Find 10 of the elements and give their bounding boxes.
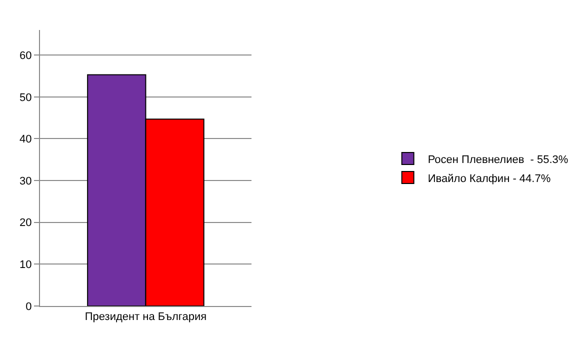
y-tick-label: 30: [20, 175, 32, 188]
y-tick-label: 0: [26, 300, 32, 313]
x-tick-label: Президент на България: [84, 311, 207, 324]
legend-label: Ивайло Калфин - 44.7%: [428, 172, 551, 185]
y-tick-label: 60: [20, 50, 32, 62]
y-tick-label: 40: [20, 134, 32, 146]
y-tick-label: 50: [20, 92, 32, 104]
legend-label: Росен Плевнелиев - 55.3%: [428, 154, 568, 166]
y-tick-label: 10: [20, 259, 32, 272]
y-tick-label: 20: [20, 217, 32, 230]
